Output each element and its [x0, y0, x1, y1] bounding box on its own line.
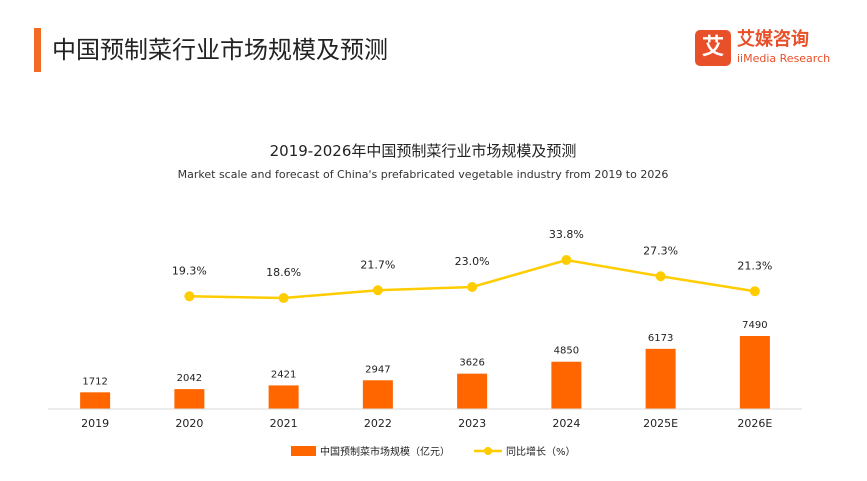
growth-point-2024 [561, 255, 572, 265]
legend-label-line: 同比增长（%） [506, 445, 576, 458]
bar-label-2022: 2947 [365, 364, 390, 375]
x-tick-label-2026E: 2026E [737, 417, 772, 430]
growth-point-2020 [184, 291, 195, 302]
chart-title: 2019-2026年中国预制菜行业市场规模及预测 [270, 142, 577, 160]
bar-2020 [174, 389, 205, 409]
legend-swatch-line-marker [484, 447, 492, 455]
x-tick-label-2025E: 2025E [643, 417, 678, 430]
bar-label-2019: 1712 [82, 376, 107, 387]
legend-label-bar: 中国预制菜市场规模（亿元） [320, 445, 450, 458]
growth-label-2025E: 27.3% [643, 244, 678, 257]
bar-2025E [645, 348, 676, 409]
growth-label-2024: 33.8% [549, 228, 584, 241]
x-tick-label-2020: 2020 [175, 417, 203, 430]
iimedia-logo: 艾 艾媒咨询 iiMedia Research [695, 30, 835, 74]
bar-label-2020: 2042 [177, 373, 202, 384]
growth-label-2023: 23.0% [455, 255, 490, 268]
growth-point-2023 [467, 282, 478, 292]
logo-name-en: iiMedia Research [737, 52, 831, 65]
title-accent-bar [34, 28, 41, 72]
x-tick-label-2022: 2022 [364, 417, 392, 430]
growth-point-2022 [372, 285, 383, 296]
bar-label-2025E: 6173 [648, 333, 673, 344]
bar-label-2021: 2421 [271, 369, 296, 380]
x-tick-label-2021: 2021 [270, 417, 298, 430]
page-title: 中国预制菜行业市场规模及预测 [52, 36, 388, 64]
x-tick-label-2024: 2024 [552, 417, 580, 430]
growth-label-2026E: 21.3% [737, 259, 772, 272]
chart-subtitle: Market scale and forecast of China's pre… [178, 168, 669, 181]
legend-swatch-bar [291, 446, 316, 456]
growth-label-2021: 18.6% [266, 266, 301, 279]
bar-label-2023: 3626 [459, 358, 484, 369]
bar-2023 [457, 373, 488, 409]
growth-point-2025E [655, 271, 666, 282]
bar-label-2026E: 7490 [742, 320, 767, 331]
bar-2021 [268, 385, 299, 409]
bar-2019 [80, 392, 111, 409]
growth-label-2022: 21.7% [360, 258, 395, 271]
bar-2026E [739, 336, 770, 409]
growth-point-2021 [278, 293, 289, 303]
bar-2024 [551, 361, 582, 409]
logo-name-cn: 艾媒咨询 [737, 29, 809, 50]
bar-label-2024: 4850 [554, 346, 579, 357]
logo-mark: 艾 [695, 30, 731, 66]
bar-2022 [362, 380, 393, 409]
growth-point-2026E [749, 286, 760, 297]
x-tick-label-2023: 2023 [458, 417, 486, 430]
x-tick-label-2019: 2019 [81, 417, 109, 430]
growth-label-2020: 19.3% [172, 264, 207, 277]
